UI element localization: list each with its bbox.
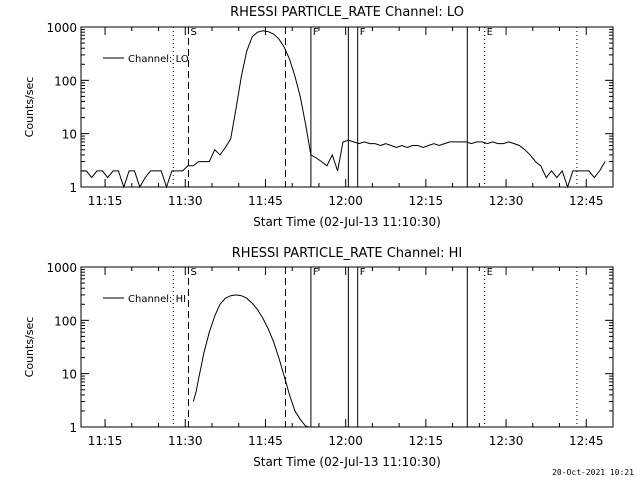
legend: Channel: HI [103, 294, 186, 305]
x-tick-label: 11:30 [168, 194, 203, 208]
y-tick-label: 10 [62, 128, 77, 142]
marker-label: E [487, 267, 493, 278]
marker-label: F [360, 267, 366, 278]
y-tick-label: 100 [54, 74, 77, 88]
legend: Channel: LO [103, 54, 189, 65]
chart-panel-hi: RHESSI PARTICLE_RATE Channel: HI Counts/… [23, 246, 614, 469]
y-tick-label: 1000 [46, 21, 77, 35]
series-layer [192, 294, 309, 428]
y-tick-label: 100 [54, 314, 77, 328]
marker-label: F [313, 27, 319, 38]
y-axis-label: Counts/sec [23, 317, 36, 378]
x-tick-label: 12:00 [328, 194, 363, 208]
marker-label: F [313, 267, 319, 278]
x-tick-label: 12:45 [569, 194, 604, 208]
plot-frame [80, 26, 614, 188]
y-tick-label: 1000 [46, 261, 77, 275]
x-tick-label: 12:00 [328, 434, 363, 448]
series-line [192, 294, 309, 428]
legend-label: Channel: HI [128, 294, 186, 305]
footer-timestamp: 20-Oct-2021 10:21 [552, 468, 634, 477]
marker-label: F [360, 27, 366, 38]
series-line [81, 30, 606, 189]
x-tick-label: 12:45 [569, 434, 604, 448]
axis-ticks: 1 10 100 1000 11:15 11:30 11:45 12:00 12:15 12:30… [46, 21, 614, 208]
legend-label: Channel: LO [128, 54, 189, 65]
x-axis-label: Start Time (02-Jul-13 11:10:30) [253, 455, 441, 469]
chart-panel-lo: RHESSI PARTICLE_RATE Channel: LO Counts/… [23, 5, 614, 229]
axis-ticks: 1 10 100 1000 11:15 11:30 11:45 12:00 12:15 12:30… [46, 261, 614, 448]
x-tick-label: 12:15 [409, 194, 444, 208]
x-tick-label: 12:15 [409, 434, 444, 448]
plot-frame [80, 266, 614, 428]
y-tick-label: 10 [62, 368, 77, 382]
series-layer [81, 30, 606, 189]
y-tick-label: 1 [69, 181, 77, 195]
x-tick-label: 11:15 [88, 194, 123, 208]
y-axis-label: Counts/sec [23, 77, 36, 138]
y-tick-label: 1 [69, 421, 77, 435]
marker-label: E [487, 27, 493, 38]
chart-title: RHESSI PARTICLE_RATE Channel: HI [232, 246, 462, 261]
x-tick-label: 11:30 [168, 434, 203, 448]
chart-title: RHESSI PARTICLE_RATE Channel: LO [230, 5, 464, 20]
x-tick-label: 11:45 [248, 434, 283, 448]
x-axis-label: Start Time (02-Jul-13 11:10:30) [253, 215, 441, 229]
x-tick-label: 11:15 [88, 434, 123, 448]
x-tick-label: 12:30 [489, 194, 524, 208]
marker-label: S [190, 267, 196, 278]
x-tick-label: 12:30 [489, 434, 524, 448]
marker-label: S [190, 27, 196, 38]
x-tick-label: 11:45 [248, 194, 283, 208]
